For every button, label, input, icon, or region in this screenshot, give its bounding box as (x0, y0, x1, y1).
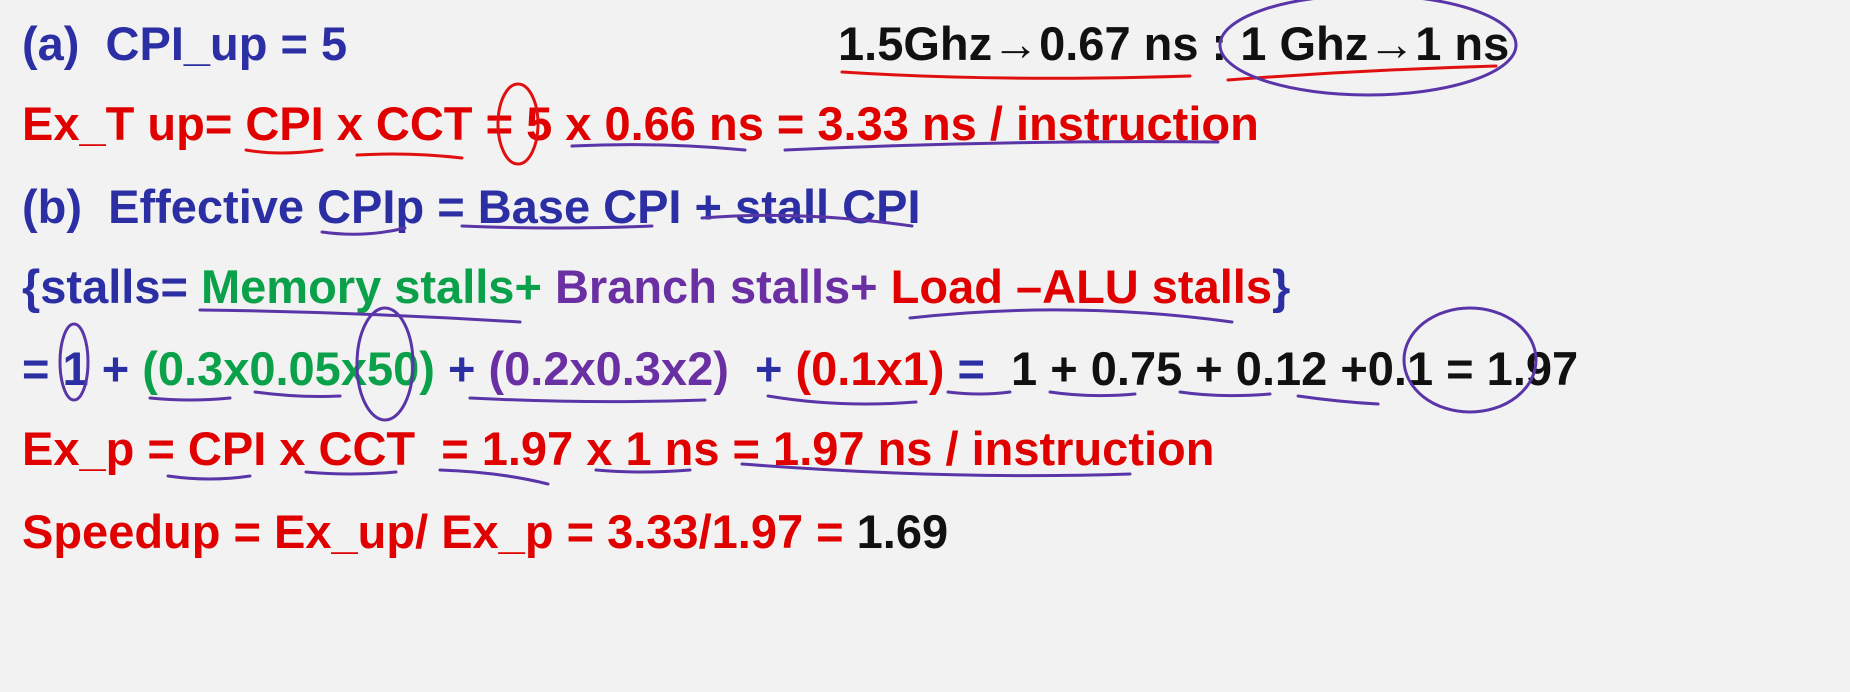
underline-cpi (244, 148, 324, 155)
speedup-expression: Speedup = Ex_up/ Ex_p = 3.33/1.97 = (22, 505, 857, 558)
part-a-label: (a) CPI_up = 5 (22, 17, 348, 70)
clock-conversion: 1.5Ghz→0.67 ns : 1 Ghz→1 ns (838, 17, 1510, 70)
underline-cpi-line6 (166, 474, 252, 481)
cpi-calculation: = 1 + (0.3x0.05x50) + (0.2x0.3x2) + (0.1… (22, 345, 1578, 392)
underline-cct (355, 152, 464, 160)
underline-load-term (766, 394, 918, 406)
stalls-close: } (1271, 260, 1291, 313)
underline-branch-term (468, 396, 707, 404)
branch-stalls: Branch stalls+ (554, 260, 878, 313)
underline-03 (148, 396, 232, 402)
speedup: Speedup = Ex_up/ Ex_p = 3.33/1.97 = 1.69 (22, 508, 948, 555)
load-alu-stalls: Load –ALU stalls (890, 260, 1272, 313)
load-term: (0.1x1) (795, 342, 945, 395)
branch-term: (0.2x0.3x2) (488, 342, 729, 395)
exec-time-pipelined: Ex_p = CPI x CCT = 1.97 x 1 ns = 1.97 ns… (22, 422, 1215, 475)
stalls-definition: {stalls= Memory stalls+ Branch stalls+ L… (22, 263, 1290, 310)
speedup-result: 1.69 (856, 505, 949, 558)
calc-sum: 1 + 0.75 + 0.12 +0.1 = 1.97 (998, 342, 1579, 395)
underline-01 (1296, 394, 1380, 406)
memory-stalls: Memory stalls+ (200, 260, 542, 313)
memory-term: (0.3x0.05x50) (142, 342, 435, 395)
calc-plus-2: + (728, 342, 796, 395)
part-b-effective-cpi: (b) Effective CPIp = Base CPI + stall CP… (22, 180, 921, 233)
exec-time-unpipelined: Ex_T up= CPI x CCT = 5 x 0.66 ns = 3.33 … (22, 97, 1259, 150)
stalls-open: {stalls= (22, 260, 201, 313)
calc-equals: = (944, 342, 998, 395)
calc-base: = 1 + (22, 342, 143, 395)
calc-plus-1: + (434, 342, 489, 395)
